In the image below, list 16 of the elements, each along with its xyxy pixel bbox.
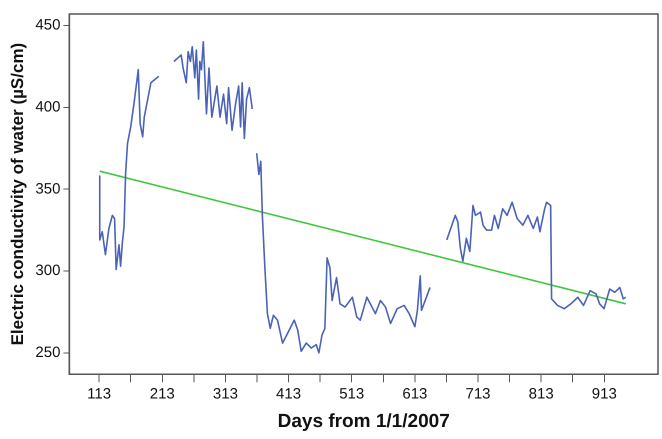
y-tick-label: 250 bbox=[35, 344, 60, 362]
x-axis-title: Days from 1/1/2007 bbox=[278, 410, 450, 432]
y-tick-label: 400 bbox=[35, 98, 60, 116]
x-tick-label: 813 bbox=[528, 385, 554, 402]
x-tick-label: 713 bbox=[466, 385, 491, 402]
x-tick-label: 413 bbox=[276, 385, 302, 402]
x-tick-label: 513 bbox=[339, 385, 364, 402]
y-axis-title: Electric conductivity of water (µS/cm) bbox=[8, 42, 27, 346]
x-tick-label: 913 bbox=[592, 385, 617, 402]
y-tick-label: 300 bbox=[35, 262, 60, 280]
x-tick-label: 313 bbox=[212, 385, 238, 402]
x-tick-label: 213 bbox=[150, 385, 175, 402]
x-tick-label: 613 bbox=[402, 385, 428, 402]
y-tick-label: 450 bbox=[35, 16, 60, 34]
y-tick-label: 350 bbox=[35, 180, 60, 198]
x-tick-label: 113 bbox=[87, 385, 112, 402]
